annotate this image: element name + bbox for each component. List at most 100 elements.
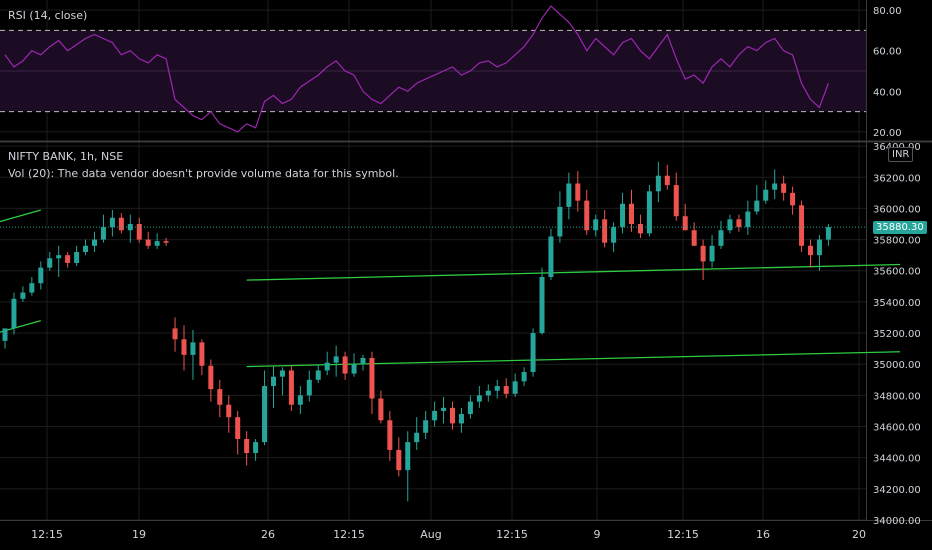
candle-body [199,342,205,366]
candle [816,234,822,271]
candle [673,172,679,221]
candle [620,192,626,234]
time-tick-label: 12:15 [31,528,63,541]
candle-body [154,241,160,246]
candle-body [593,219,599,231]
candle [279,367,285,396]
candle [235,410,241,455]
candle-body [56,255,62,259]
candle-body [83,245,89,253]
candle-body [432,410,438,421]
candle-body [521,372,527,382]
candle [414,417,420,450]
symbol-title[interactable]: NIFTY BANK, 1h, NSE [8,150,124,163]
candle-body [351,364,357,374]
candle-body [342,356,348,374]
candle [11,292,17,335]
candle [244,431,250,466]
candle [154,233,160,249]
candle-body [11,298,17,329]
volume-note: Vol (20): The data vendor doesn't provid… [8,167,399,180]
candle [56,245,62,277]
candle [315,364,321,383]
price-tick-label: 35800.00 [873,236,921,247]
candle [825,224,831,246]
candle-body [127,224,133,231]
candle [566,172,572,220]
candle-body [271,376,276,387]
candle-body [136,224,142,240]
candle [378,390,384,424]
candle [83,239,89,256]
candle-body [691,230,697,246]
candle-body [494,386,500,391]
candle [145,231,151,249]
candle-body [646,191,652,234]
candle-body [620,203,626,228]
candle-body [673,185,679,217]
candle [584,189,590,235]
candle [709,234,715,268]
time-tick-label: 12:15 [667,528,699,541]
candle [47,252,53,271]
candle-body [288,370,294,405]
rsi-title[interactable]: RSI (14, close) [8,9,88,22]
time-tick-label: 19 [132,528,146,541]
price-tick-label: 36000.00 [873,204,921,215]
candle-body [378,398,384,421]
candle [20,286,26,302]
candle-body [100,227,106,240]
price-tick-label: 35000.00 [873,360,921,371]
candle-body [279,370,285,377]
candle [700,239,706,281]
candle-body [47,258,53,268]
candle [369,351,375,415]
candle [360,354,366,371]
candle [602,209,608,248]
candle-body [74,252,80,263]
price-tick-label: 34000.00 [873,516,921,527]
candle-body [38,267,44,284]
candle [539,267,545,335]
trendline [246,351,901,368]
candle [136,217,142,243]
trendline [0,209,41,223]
candle [271,365,276,408]
candle-body [190,342,196,355]
candle [441,396,447,424]
time-tick-label: 20 [852,528,866,541]
candle [226,395,232,433]
candle [557,191,563,243]
time-tick-label: Aug [420,528,441,541]
candle-body [485,390,491,396]
time-tick-label: 12:15 [496,528,528,541]
candle [297,386,303,415]
candle-body [109,217,115,228]
candle-body [736,219,742,228]
price-tick-label: 35600.00 [873,267,921,278]
rsi-tick-label: 80.00 [873,6,902,17]
candle [629,189,634,232]
candle [485,384,491,402]
candle [2,328,8,349]
candle [512,373,518,397]
rsi-tick-label: 60.00 [873,47,902,58]
candle [74,245,80,267]
time-tick-label: 26 [261,528,275,541]
currency-badge[interactable]: INR [888,147,914,162]
price-tick-label: 34600.00 [873,423,921,434]
candle [172,317,178,352]
candle-body [297,395,303,405]
candle-body [763,189,769,201]
candle-body [333,356,339,363]
candle-body [799,205,805,246]
candle-body [163,241,169,243]
rsi-tick-label: 40.00 [873,87,902,98]
candle-body [92,239,97,246]
candle [790,186,796,215]
candle [324,351,330,376]
candle-body [253,442,259,454]
trendline [246,263,901,281]
